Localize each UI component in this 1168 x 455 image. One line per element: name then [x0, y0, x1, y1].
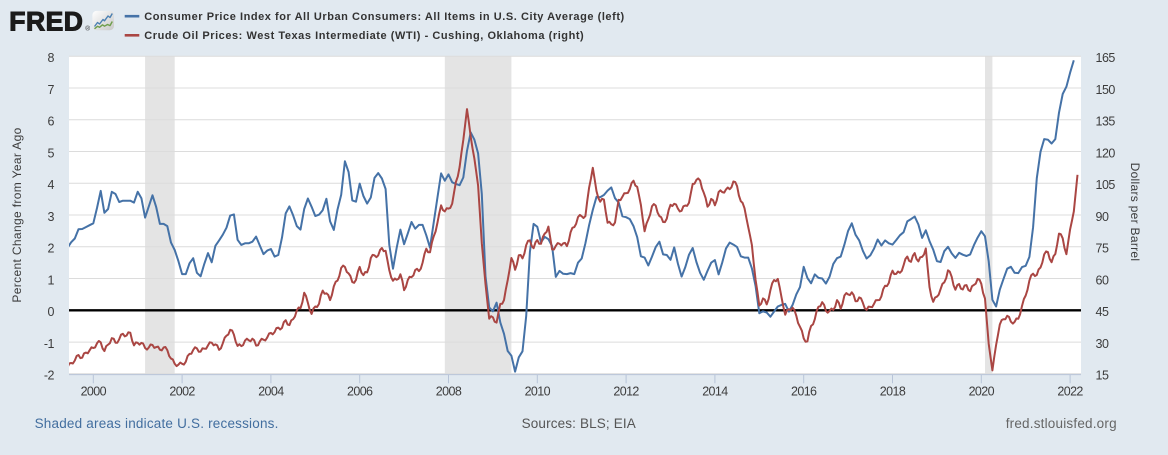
- svg-text:8: 8: [48, 51, 55, 65]
- svg-text:Sources: BLS; EIA: Sources: BLS; EIA: [522, 416, 636, 431]
- svg-text:2006: 2006: [347, 385, 373, 399]
- svg-text:fred.stlouisfed.org: fred.stlouisfed.org: [1006, 416, 1117, 431]
- svg-text:2014: 2014: [702, 385, 728, 399]
- svg-text:-1: -1: [44, 337, 55, 351]
- svg-text:0: 0: [48, 305, 55, 319]
- svg-text:®: ®: [85, 25, 90, 33]
- svg-text:60: 60: [1096, 273, 1109, 287]
- svg-text:2002: 2002: [169, 385, 195, 399]
- svg-text:1: 1: [48, 273, 55, 287]
- svg-text:Consumer Price Index for All U: Consumer Price Index for All Urban Consu…: [144, 11, 624, 23]
- svg-text:15: 15: [1096, 369, 1109, 383]
- svg-text:120: 120: [1096, 146, 1116, 160]
- svg-text:45: 45: [1096, 305, 1109, 319]
- svg-text:2004: 2004: [258, 385, 284, 399]
- svg-text:90: 90: [1096, 210, 1109, 224]
- svg-text:2020: 2020: [969, 385, 995, 399]
- svg-text:2000: 2000: [81, 385, 107, 399]
- svg-text:165: 165: [1096, 51, 1116, 65]
- svg-text:Crude Oil Prices: West Texas I: Crude Oil Prices: West Texas Intermediat…: [144, 30, 584, 42]
- svg-text:-2: -2: [44, 369, 55, 383]
- svg-text:2018: 2018: [880, 385, 906, 399]
- svg-text:2016: 2016: [791, 385, 817, 399]
- svg-text:2008: 2008: [436, 385, 462, 399]
- svg-text:150: 150: [1096, 83, 1116, 97]
- svg-text:2010: 2010: [525, 385, 551, 399]
- svg-text:Percent Change from Year Ago: Percent Change from Year Ago: [10, 127, 24, 302]
- svg-text:6: 6: [48, 115, 55, 129]
- svg-text:4: 4: [48, 178, 55, 192]
- svg-text:105: 105: [1096, 178, 1116, 192]
- svg-text:2: 2: [48, 242, 55, 256]
- svg-text:Dollars per Barrel: Dollars per Barrel: [1128, 163, 1142, 262]
- svg-text:2022: 2022: [1057, 385, 1083, 399]
- svg-text:2012: 2012: [613, 385, 639, 399]
- svg-text:3: 3: [48, 210, 55, 224]
- svg-text:Shaded areas indicate U.S. rec: Shaded areas indicate U.S. recessions.: [35, 416, 279, 431]
- svg-text:135: 135: [1096, 115, 1116, 129]
- svg-text:7: 7: [48, 83, 55, 97]
- svg-text:5: 5: [48, 146, 55, 160]
- svg-text:FRED: FRED: [9, 6, 83, 36]
- svg-text:75: 75: [1096, 242, 1109, 256]
- svg-text:30: 30: [1096, 337, 1109, 351]
